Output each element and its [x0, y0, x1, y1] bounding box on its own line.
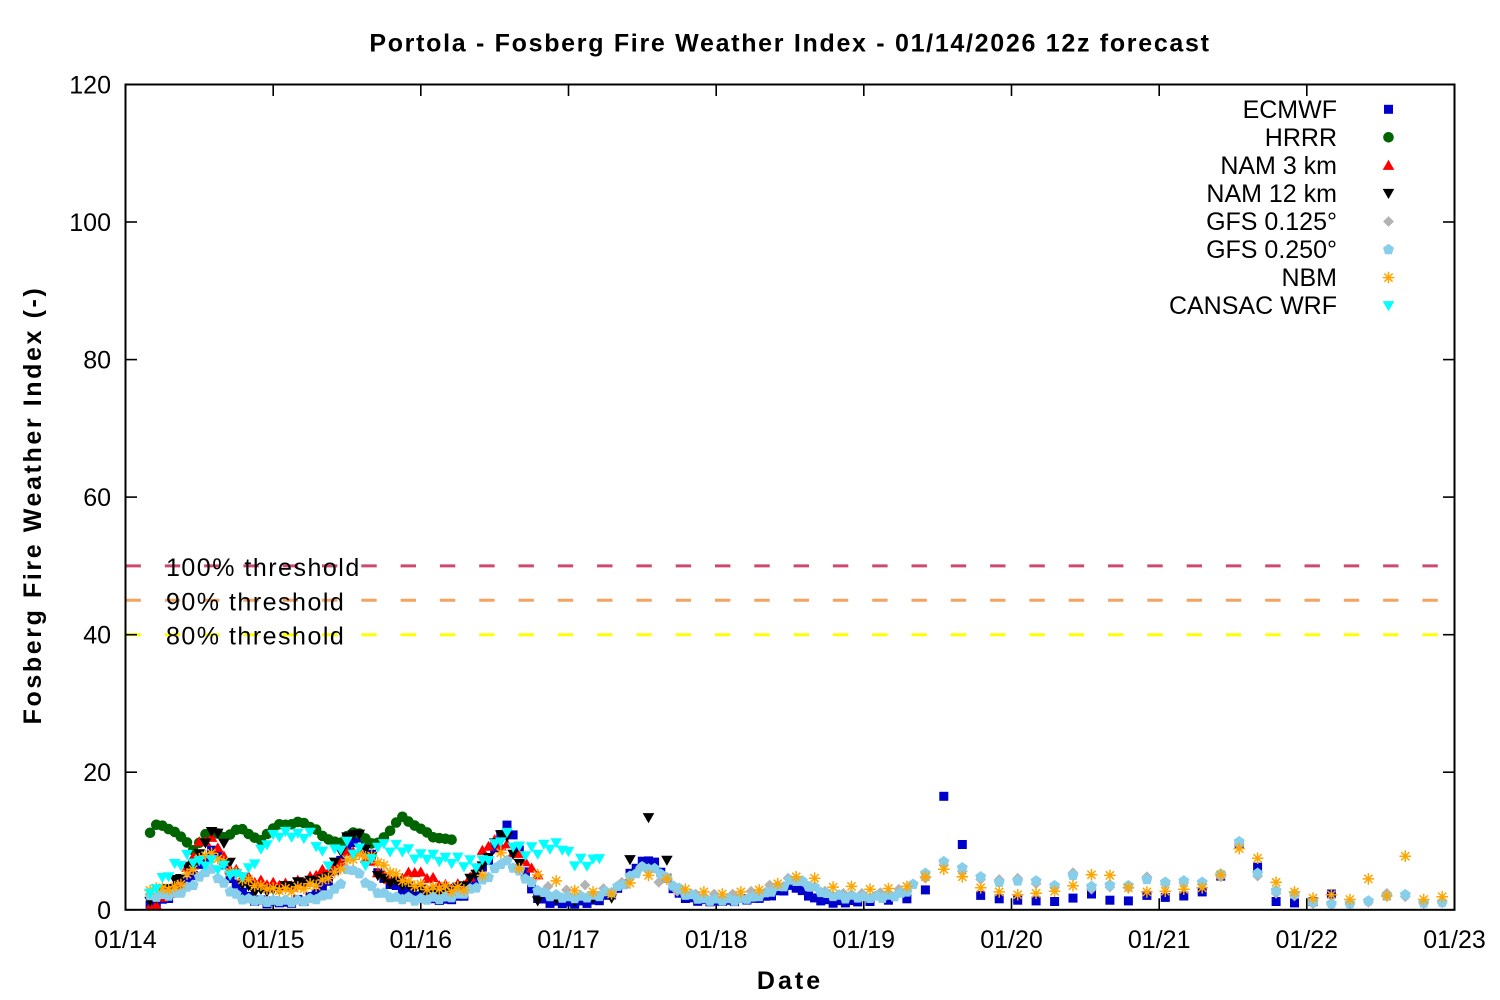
svg-text:ECMWF: ECMWF: [1243, 96, 1337, 124]
svg-text:01/14: 01/14: [94, 926, 157, 954]
svg-text:20: 20: [83, 759, 111, 787]
svg-text:GFS 0.250°: GFS 0.250°: [1206, 236, 1337, 264]
svg-text:CANSAC WRF: CANSAC WRF: [1169, 292, 1337, 320]
svg-text:01/20: 01/20: [980, 926, 1043, 954]
svg-text:0: 0: [97, 897, 111, 925]
svg-text:01/19: 01/19: [833, 926, 896, 954]
svg-text:100: 100: [69, 209, 111, 237]
svg-text:01/18: 01/18: [685, 926, 748, 954]
svg-text:01/22: 01/22: [1276, 926, 1339, 954]
svg-text:01/23: 01/23: [1423, 926, 1486, 954]
svg-text:HRRR: HRRR: [1265, 124, 1337, 152]
svg-text:01/17: 01/17: [537, 926, 600, 954]
svg-text:01/21: 01/21: [1128, 926, 1191, 954]
svg-text:Portola - Fosberg Fire Weather: Portola - Fosberg Fire Weather Index - 0…: [369, 30, 1210, 58]
svg-text:Date: Date: [757, 967, 823, 995]
svg-text:80: 80: [83, 347, 111, 375]
svg-text:NBM: NBM: [1281, 264, 1337, 292]
svg-text:NAM 12 km: NAM 12 km: [1206, 180, 1337, 208]
svg-text:01/15: 01/15: [242, 926, 305, 954]
svg-text:90% threshold: 90% threshold: [166, 588, 345, 616]
svg-text:Fosberg Fire Weather Index (-): Fosberg Fire Weather Index (-): [19, 286, 47, 725]
svg-text:01/16: 01/16: [390, 926, 453, 954]
svg-text:120: 120: [69, 72, 111, 100]
svg-text:60: 60: [83, 484, 111, 512]
svg-text:GFS 0.125°: GFS 0.125°: [1206, 208, 1337, 236]
svg-text:80% threshold: 80% threshold: [166, 623, 345, 651]
svg-text:40: 40: [83, 622, 111, 650]
svg-text:100% threshold: 100% threshold: [166, 554, 361, 582]
svg-text:NAM 3 km: NAM 3 km: [1220, 152, 1337, 180]
